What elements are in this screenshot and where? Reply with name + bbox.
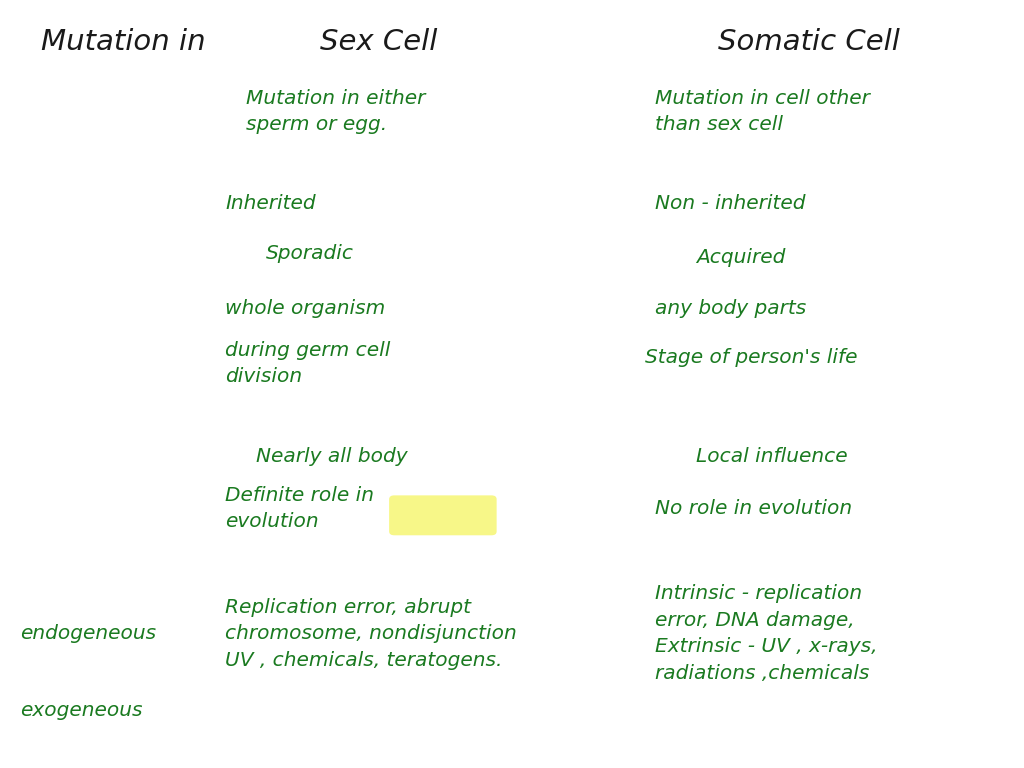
Text: Mutation in: Mutation in: [41, 28, 206, 56]
Text: any body parts: any body parts: [655, 300, 807, 318]
Text: Acquired: Acquired: [696, 248, 785, 266]
Text: Nearly all body: Nearly all body: [256, 448, 408, 466]
Text: Replication error, abrupt
chromosome, nondisjunction
UV , chemicals, teratogens.: Replication error, abrupt chromosome, no…: [225, 598, 517, 670]
Text: Intrinsic - replication
error, DNA damage,
Extrinsic - UV , x-rays,
radiations ,: Intrinsic - replication error, DNA damag…: [655, 584, 878, 683]
Text: endogeneous: endogeneous: [20, 624, 157, 643]
Text: Mutation in either
sperm or egg.: Mutation in either sperm or egg.: [246, 88, 425, 134]
Text: Local influence: Local influence: [696, 448, 848, 466]
Text: Stage of person's life: Stage of person's life: [645, 348, 858, 366]
Text: No role in evolution: No role in evolution: [655, 499, 853, 518]
FancyBboxPatch shape: [389, 495, 497, 535]
Text: Sporadic: Sporadic: [266, 244, 354, 263]
Text: during germ cell
division: during germ cell division: [225, 340, 390, 386]
Text: exogeneous: exogeneous: [20, 701, 143, 720]
Text: Somatic Cell: Somatic Cell: [718, 28, 900, 56]
Text: Sex Cell: Sex Cell: [321, 28, 437, 56]
Text: Inherited: Inherited: [225, 194, 316, 213]
Text: whole organism: whole organism: [225, 300, 385, 318]
Text: Non - inherited: Non - inherited: [655, 194, 806, 213]
Text: Definite role in
evolution: Definite role in evolution: [225, 485, 375, 531]
Text: Mutation in cell other
than sex cell: Mutation in cell other than sex cell: [655, 88, 870, 134]
